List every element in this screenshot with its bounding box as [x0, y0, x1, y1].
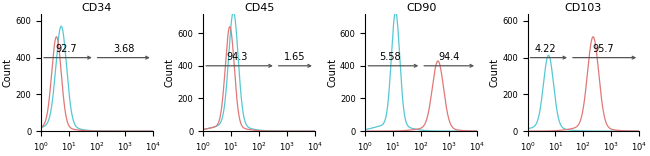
Text: 4.22: 4.22	[535, 44, 556, 54]
Text: 92.7: 92.7	[55, 44, 77, 54]
Title: CD34: CD34	[82, 3, 112, 13]
Y-axis label: Count: Count	[165, 58, 175, 87]
Y-axis label: Count: Count	[327, 58, 337, 87]
Text: 5.58: 5.58	[379, 52, 401, 62]
Text: 1.65: 1.65	[284, 52, 306, 62]
Title: CD103: CD103	[565, 3, 602, 13]
Text: 3.68: 3.68	[113, 44, 135, 54]
Text: 94.4: 94.4	[438, 52, 460, 62]
Title: CD45: CD45	[244, 3, 274, 13]
Y-axis label: Count: Count	[3, 58, 13, 87]
Text: 94.3: 94.3	[226, 52, 248, 62]
Text: 95.7: 95.7	[593, 44, 614, 54]
Y-axis label: Count: Count	[489, 58, 499, 87]
Title: CD90: CD90	[406, 3, 436, 13]
